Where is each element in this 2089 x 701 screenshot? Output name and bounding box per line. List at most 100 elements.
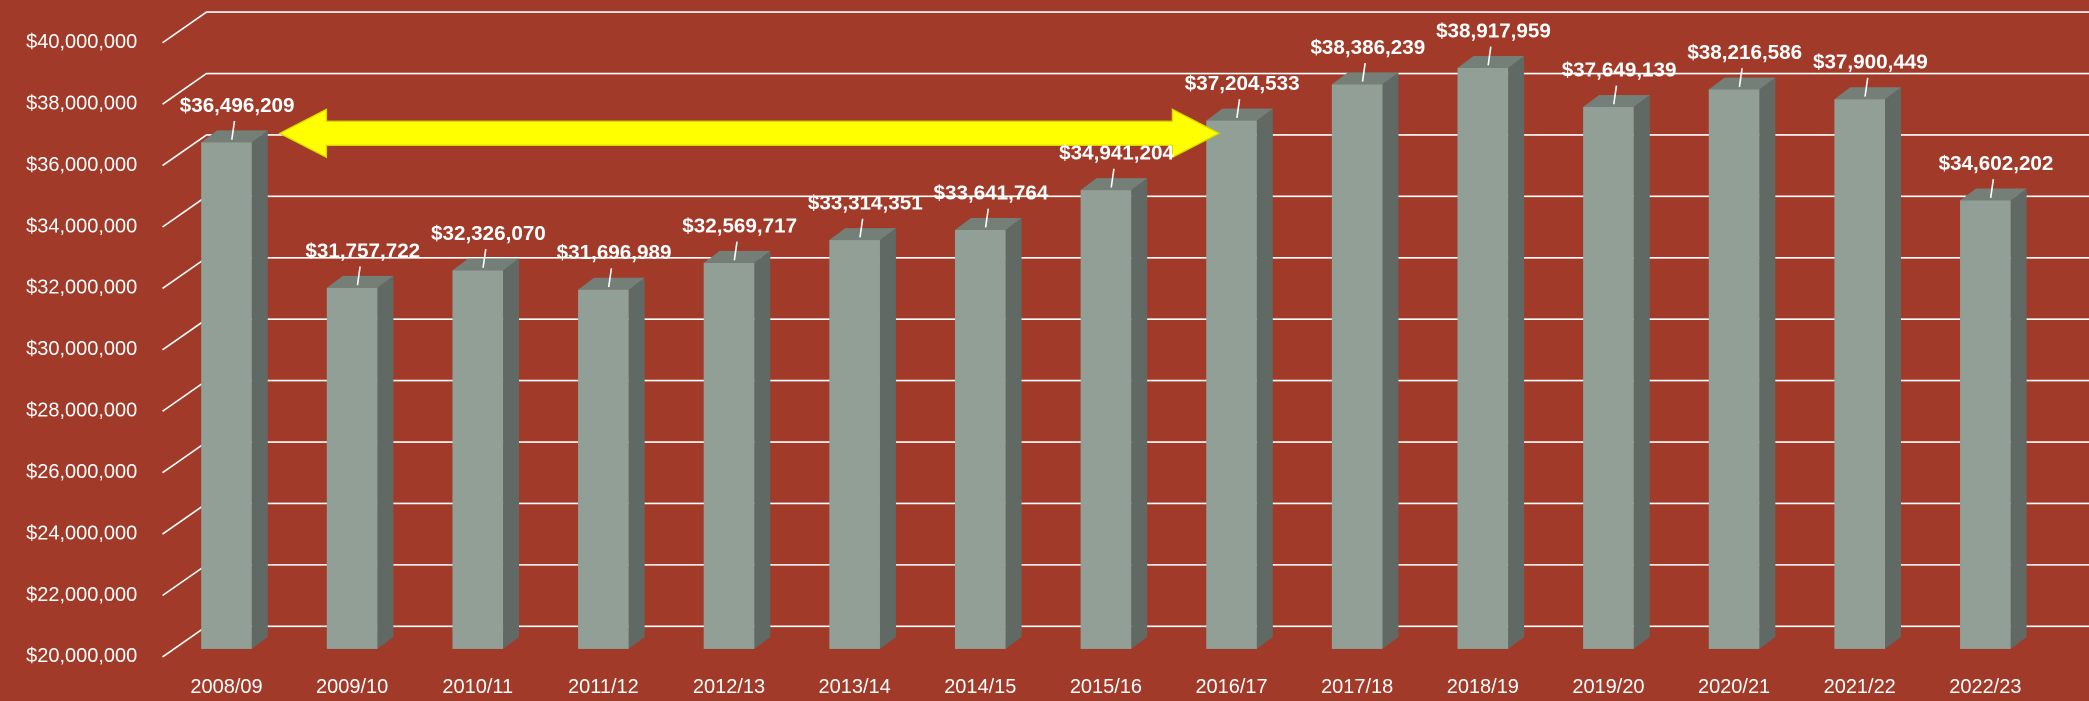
bar-side [1005, 218, 1022, 649]
leader-line [1361, 62, 1366, 82]
bar-top [1960, 188, 2027, 201]
bar-side [1256, 108, 1273, 649]
leader-line [1989, 179, 1995, 198]
bar [1708, 89, 1760, 649]
leader-line [1864, 77, 1869, 97]
x-tick-label: 2016/17 [1195, 676, 1267, 698]
y-tick-label: $34,000,000 [26, 215, 137, 237]
bar-side [1633, 94, 1650, 649]
double-arrow [278, 108, 1221, 159]
bar [703, 262, 755, 649]
leader-line [1738, 68, 1743, 87]
y-tick-label: $38,000,000 [26, 92, 137, 114]
y-tick-label: $36,000,000 [26, 154, 137, 176]
y-tick-label: $22,000,000 [26, 584, 137, 606]
x-tick-label: 2008/09 [190, 676, 262, 698]
bar [201, 142, 252, 649]
leader-line [231, 120, 236, 140]
arrow [278, 108, 1221, 159]
x-tick-label: 2017/18 [1321, 676, 1393, 698]
bar [326, 287, 378, 649]
grid-line [162, 11, 2089, 44]
x-tick-label: 2012/13 [693, 676, 765, 698]
data-label: $36,496,209 [180, 94, 295, 117]
bar-top [326, 275, 394, 288]
y-tick-label: $28,000,000 [26, 400, 137, 422]
y-tick-label: $24,000,000 [26, 522, 137, 544]
data-label: $37,649,139 [1562, 58, 1677, 81]
bar [1206, 120, 1257, 649]
x-tick-label: 2010/11 [442, 676, 513, 698]
data-label: $34,941,204 [1059, 142, 1174, 165]
data-label: $34,602,202 [1939, 152, 2054, 175]
leader-line [859, 218, 864, 238]
bar [1331, 84, 1383, 649]
bar-top [1457, 55, 1525, 68]
leader-line [356, 266, 361, 286]
data-label: $37,900,449 [1813, 51, 1928, 74]
bar [1457, 67, 1509, 649]
bar-top [954, 218, 1022, 231]
labels: $20,000,000 $22,000,000 $24,000,000 $26,000… [26, 19, 2053, 697]
bar-side [1759, 77, 1776, 649]
x-tick-label: 2014/15 [944, 676, 1016, 698]
y-tick-label: $30,000,000 [26, 338, 137, 360]
x-tick-label: 2020/21 [1698, 676, 1770, 698]
y-tick-label: $20,000,000 [26, 645, 137, 667]
bar-side [1508, 55, 1525, 649]
bar-side [879, 228, 896, 649]
x-tick-label: 2021/22 [1824, 676, 1896, 698]
bar-side [503, 258, 520, 649]
bar [1583, 106, 1634, 649]
bar-top [201, 130, 268, 143]
data-label: $31,757,722 [305, 239, 420, 262]
x-tick-label: 2011/12 [568, 676, 639, 698]
data-label: $33,641,764 [934, 181, 1049, 204]
bar-side [754, 250, 771, 649]
data-label: $37,204,533 [1185, 72, 1300, 95]
data-label: $33,314,351 [808, 192, 923, 215]
data-label: $32,326,070 [431, 222, 546, 245]
bar-side [377, 275, 394, 649]
bar [1834, 99, 1886, 649]
leader-line [1487, 46, 1492, 66]
bar-top [1080, 178, 1148, 191]
bar-top [1583, 94, 1650, 107]
bar [452, 270, 504, 649]
bar-top [452, 258, 520, 271]
y-tick-label: $32,000,000 [26, 277, 137, 299]
bar-side [1131, 178, 1148, 649]
bar-top [1834, 87, 1902, 100]
bar-top [703, 250, 771, 263]
bar [954, 230, 1006, 649]
bars [201, 55, 2027, 649]
bar-top [1708, 77, 1776, 90]
bar-side [1885, 87, 1902, 649]
data-label: $38,917,959 [1436, 19, 1551, 42]
x-tick-label: 2013/14 [819, 676, 891, 698]
leader-line [984, 208, 990, 228]
leader-line [1236, 99, 1241, 119]
x-tick-label: 2015/16 [1070, 676, 1142, 698]
data-label: $38,216,586 [1687, 41, 1802, 64]
leader-line [733, 241, 738, 261]
data-label: $32,569,717 [682, 214, 797, 237]
data-label: $38,386,239 [1310, 36, 1425, 59]
bar [1080, 190, 1132, 649]
bar [578, 289, 629, 649]
x-tick-label: 2009/10 [316, 676, 388, 698]
leader-line [1612, 85, 1618, 105]
bar-side [1382, 72, 1399, 649]
bar-side [628, 277, 645, 649]
y-tick-label: $40,000,000 [26, 31, 137, 53]
data-label: $31,696,989 [557, 241, 672, 264]
y-tick-label: $26,000,000 [26, 461, 137, 483]
bar [829, 240, 880, 649]
bar-top [829, 228, 896, 241]
x-tick-label: 2022/23 [1949, 676, 2021, 698]
bar-top [1206, 108, 1273, 121]
leader-line [1110, 168, 1115, 188]
leader-line [607, 268, 613, 288]
